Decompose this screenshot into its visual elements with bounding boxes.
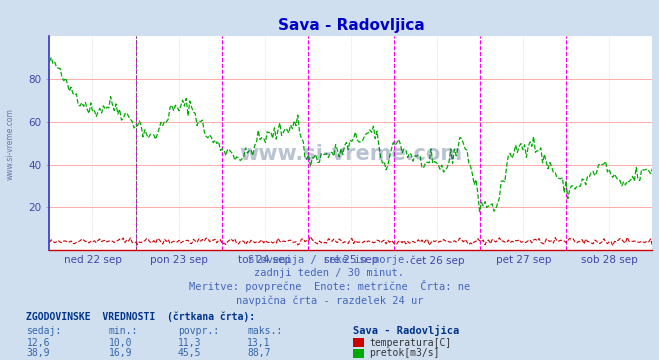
Text: pretok[m3/s]: pretok[m3/s] — [369, 348, 440, 359]
Text: povpr.:: povpr.: — [178, 326, 219, 336]
Text: www.si-vreme.com: www.si-vreme.com — [239, 144, 463, 164]
Text: temperatura[C]: temperatura[C] — [369, 338, 451, 348]
Text: Slovenija / reke in morje.: Slovenija / reke in morje. — [248, 255, 411, 265]
Text: zadnji teden / 30 minut.: zadnji teden / 30 minut. — [254, 269, 405, 279]
Text: Meritve: povprečne  Enote: metrične  Črta: ne: Meritve: povprečne Enote: metrične Črta:… — [189, 280, 470, 292]
Text: Sava - Radovljica: Sava - Radovljica — [353, 325, 459, 336]
Text: 13,1: 13,1 — [247, 338, 271, 348]
Text: maks.:: maks.: — [247, 326, 282, 336]
Text: www.si-vreme.com: www.si-vreme.com — [5, 108, 14, 180]
Text: 16,9: 16,9 — [109, 348, 132, 359]
Title: Sava - Radovljica: Sava - Radovljica — [277, 18, 424, 33]
Text: navpična črta - razdelek 24 ur: navpična črta - razdelek 24 ur — [236, 295, 423, 306]
Text: 38,9: 38,9 — [26, 348, 50, 359]
Text: 12,6: 12,6 — [26, 338, 50, 348]
Text: ZGODOVINSKE  VREDNOSTI  (črtkana črta):: ZGODOVINSKE VREDNOSTI (črtkana črta): — [26, 312, 256, 323]
Text: 88,7: 88,7 — [247, 348, 271, 359]
Text: sedaj:: sedaj: — [26, 326, 61, 336]
Text: 10,0: 10,0 — [109, 338, 132, 348]
Text: 45,5: 45,5 — [178, 348, 202, 359]
Text: 11,3: 11,3 — [178, 338, 202, 348]
Text: min.:: min.: — [109, 326, 138, 336]
